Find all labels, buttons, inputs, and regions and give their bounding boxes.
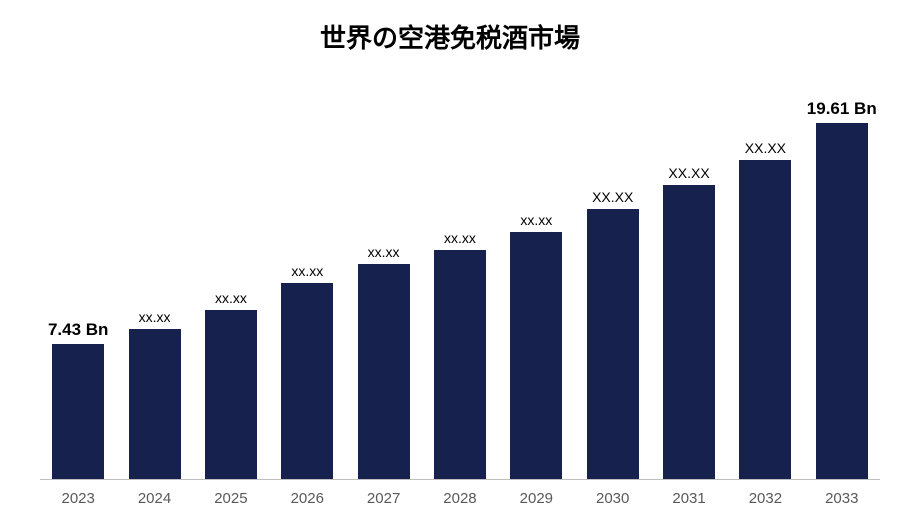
bar-value-label: XX.XX <box>727 140 803 156</box>
x-axis: 2023202420252026202720282029203020312032… <box>40 490 880 507</box>
bar-value-label: xx.xx <box>498 212 574 228</box>
x-axis-tick: 2032 <box>727 490 803 507</box>
bar-slot: xx.xx <box>193 90 269 479</box>
bar-slot: xx.xx <box>345 90 421 479</box>
bar-slot: 7.43 Bn <box>40 90 116 479</box>
bar <box>739 160 791 479</box>
bar <box>205 310 257 479</box>
bar-value-label: xx.xx <box>422 230 498 246</box>
x-axis-tick: 2027 <box>345 490 421 507</box>
bar <box>510 232 562 479</box>
bar-value-label: xx.xx <box>345 244 421 260</box>
bar-slot: 19.61 Bn <box>804 90 880 479</box>
bar-slot: XX.XX <box>651 90 727 479</box>
bar <box>434 250 486 479</box>
chart-plot-area: 7.43 Bnxx.xxxx.xxxx.xxxx.xxxx.xxxx.xxXX.… <box>40 90 880 480</box>
bar-value-label: XX.XX <box>651 165 727 181</box>
bar-slot: xx.xx <box>116 90 192 479</box>
bar <box>358 264 410 479</box>
chart-title: 世界の空港免税酒市場 <box>0 0 900 55</box>
bar <box>587 209 639 479</box>
bar-slot: XX.XX <box>575 90 651 479</box>
bar-value-label: 19.61 Bn <box>804 99 880 119</box>
bar <box>663 185 715 479</box>
x-axis-tick: 2031 <box>651 490 727 507</box>
bar-value-label: xx.xx <box>193 290 269 306</box>
x-axis-tick: 2033 <box>804 490 880 507</box>
bars-container: 7.43 Bnxx.xxxx.xxxx.xxxx.xxxx.xxxx.xxXX.… <box>40 90 880 480</box>
x-axis-tick: 2030 <box>575 490 651 507</box>
x-axis-tick: 2024 <box>116 490 192 507</box>
bar-value-label: xx.xx <box>269 263 345 279</box>
x-axis-tick: 2028 <box>422 490 498 507</box>
bar-slot: xx.xx <box>422 90 498 479</box>
bar <box>129 329 181 479</box>
bar-value-label: XX.XX <box>575 189 651 205</box>
x-axis-tick: 2025 <box>193 490 269 507</box>
x-axis-tick: 2026 <box>269 490 345 507</box>
x-axis-tick: 2029 <box>498 490 574 507</box>
bar-slot: xx.xx <box>498 90 574 479</box>
bar <box>52 344 104 479</box>
bar-slot: xx.xx <box>269 90 345 479</box>
bar-value-label: 7.43 Bn <box>40 320 116 340</box>
bar-slot: XX.XX <box>727 90 803 479</box>
bar-value-label: xx.xx <box>116 309 192 325</box>
bar <box>281 283 333 479</box>
bar <box>816 123 868 479</box>
x-axis-tick: 2023 <box>40 490 116 507</box>
